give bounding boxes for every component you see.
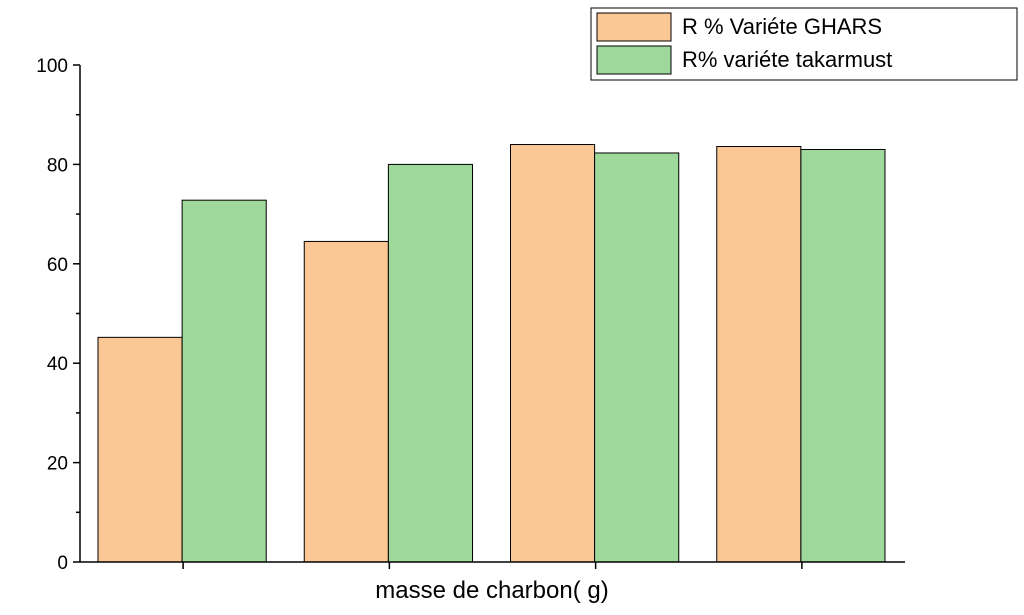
- bar-ghars-4: [716, 146, 802, 563]
- bar-takarmust-3: [594, 152, 680, 563]
- legend-swatch-takarmust: [596, 45, 672, 75]
- bar-takarmust-4: [800, 148, 886, 563]
- legend-label-ghars: R % Variéte GHARS: [682, 14, 882, 39]
- legend-label-takarmust: R% variéte takarmust: [682, 47, 892, 72]
- x-axis-label: masse de charbon( g): [375, 577, 608, 604]
- y-tick-label: 60: [47, 255, 68, 276]
- y-ticks: 0 20 40 60 80 100: [36, 56, 80, 574]
- y-tick-label: 40: [47, 354, 68, 375]
- bars-layer: [97, 144, 886, 563]
- bar-ghars-2: [303, 240, 389, 563]
- y-tick-label: 20: [47, 454, 68, 475]
- y-tick-label: 0: [57, 553, 68, 574]
- bar-ghars-3: [510, 144, 596, 563]
- bar-ghars-1: [97, 336, 183, 563]
- legend-swatch-ghars: [596, 12, 672, 42]
- x-ticks: [182, 562, 803, 569]
- y-tick-label: 100: [36, 56, 68, 77]
- bar-takarmust-2: [387, 163, 473, 563]
- y-tick-label: 80: [47, 155, 68, 176]
- bar-takarmust-1: [181, 199, 267, 563]
- legend: R % Variéte GHARS R% variéte takarmust: [590, 7, 1018, 81]
